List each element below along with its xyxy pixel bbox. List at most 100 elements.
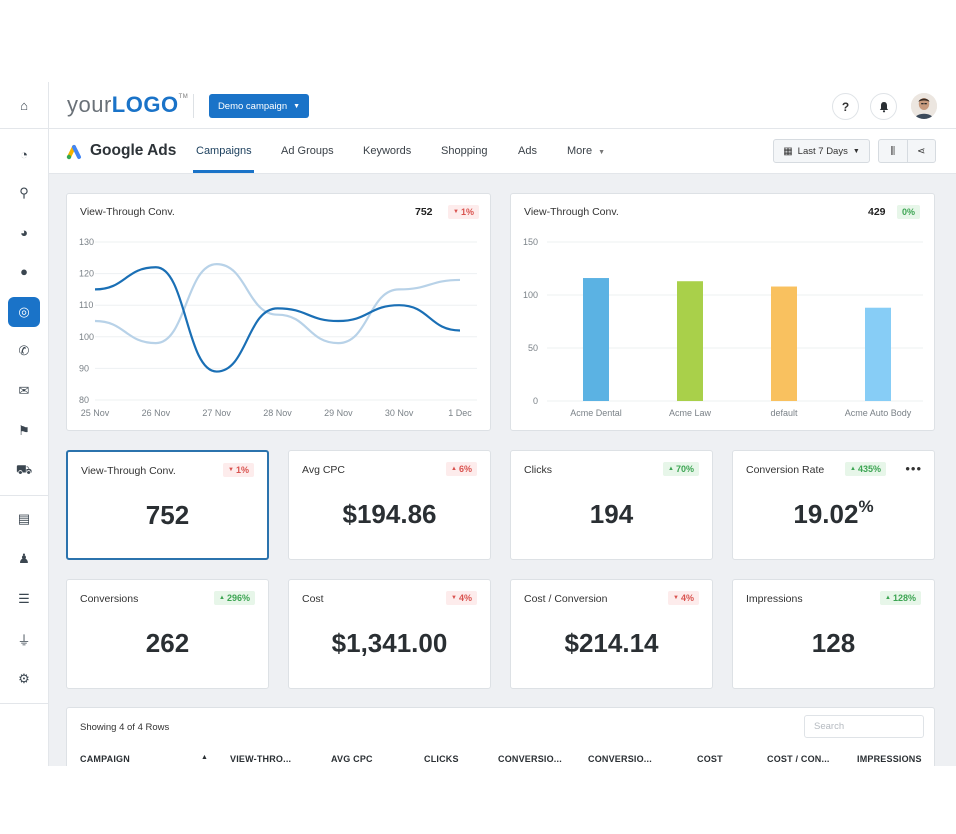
bell-icon [879, 101, 888, 112]
kpi-value: 752 [68, 500, 267, 531]
kpi-card[interactable]: Cost ▼ 4% $1,341.00 [288, 579, 491, 689]
kpi-label: Conversions [80, 593, 139, 605]
kpi-value-number: $194.86 [342, 499, 437, 529]
home-icon[interactable]: ⌂ [20, 97, 28, 113]
app-frame: ⌂ ◔ ⚲ ◕ ● ◎ ✆ ✉ ⚑ ⛟ ▤ ♟ ☰ ⏚ ⚙ yourLOGOTM Demo campaign… [0, 82, 956, 766]
kpi-change-badge: ▼ 4% [446, 591, 477, 605]
kpi-card[interactable]: Cost / Conversion ▼ 4% $214.14 [510, 579, 713, 689]
share-icon: ⋖ [917, 145, 926, 157]
line-chart-change-value: 1% [460, 207, 474, 217]
kpi-label: Impressions [746, 593, 803, 605]
caret-down-icon: ▼ [453, 209, 459, 215]
kpi-card[interactable]: Clicks ▲ 70% 194 [510, 450, 713, 560]
kpi-card[interactable]: Avg CPC ▲ 6% $194.86 [288, 450, 491, 560]
brand-logo[interactable]: yourLOGOTM [67, 92, 188, 118]
y-tick-label: 150 [523, 237, 538, 247]
mail-icon[interactable]: ✉ [18, 383, 30, 398]
more-options-icon[interactable]: ••• [905, 461, 922, 476]
y-tick-label: 90 [79, 363, 89, 373]
kpi-change-value: 4% [680, 593, 694, 603]
phone-icon[interactable]: ✆ [18, 343, 30, 358]
caret-down-icon: ▼ [673, 595, 679, 601]
tab-shopping[interactable]: Shopping [441, 145, 488, 157]
kpi-card[interactable]: Conversion Rate ▲ 435% ••• 19.02% [732, 450, 935, 560]
kpi-value-number: 752 [145, 500, 190, 530]
table-column-header[interactable]: CONVERSIO... [498, 754, 562, 764]
kpi-label: View-Through Conv. [81, 465, 176, 477]
table-search-input[interactable] [804, 715, 924, 738]
bar[interactable] [865, 307, 891, 401]
bar[interactable] [771, 286, 797, 401]
kpi-label: Clicks [524, 464, 552, 476]
kpi-card[interactable]: View-Through Conv. ▼ 1% 752 [66, 450, 269, 560]
bar[interactable] [677, 281, 703, 401]
notifications-button[interactable] [870, 93, 897, 120]
x-tick-label: 30 Nov [385, 408, 414, 418]
kpi-change-value: 296% [226, 593, 250, 603]
pie-chart-icon[interactable]: ◕ [20, 224, 28, 240]
bar-chart-title: View-Through Conv. [524, 206, 619, 218]
table-column-header[interactable]: COST / CON... [767, 754, 830, 764]
table-column-header[interactable]: CONVERSIO... [588, 754, 652, 764]
y-tick-label: 0 [533, 396, 538, 406]
table-column-header[interactable]: CLICKS [424, 754, 459, 764]
calendar-icon: ▦ [783, 145, 793, 157]
dashboard-icon[interactable]: ◔ [20, 146, 28, 162]
date-range-button[interactable]: ▦ Last 7 Days ▼ [773, 139, 870, 163]
table-column-header[interactable]: AVG CPC [331, 754, 373, 764]
kpi-value: 194 [511, 499, 712, 530]
kpi-change-value: 435% [857, 464, 881, 474]
kpi-value: 19.02% [733, 497, 934, 530]
target-icon[interactable]: ◎ [8, 297, 40, 327]
kpi-value-number: $214.14 [564, 628, 659, 658]
line-chart-change-badge: ▼ 1% [448, 205, 479, 219]
chat-icon[interactable]: ● [20, 263, 28, 279]
kpi-change-badge: ▼ 4% [668, 591, 699, 605]
campaign-select-button[interactable]: Demo campaign ▼ [209, 94, 309, 118]
tab-more[interactable]: More ▼ [567, 145, 605, 157]
table-column-header[interactable]: VIEW-THRO... [230, 754, 292, 764]
sub-navigation: Google Ads Campaigns Ad Groups Keywords … [49, 129, 956, 174]
sort-asc-icon[interactable]: ▲ [201, 754, 209, 761]
search-icon[interactable]: ⚲ [19, 185, 29, 200]
caret-down-icon: ▼ [451, 595, 457, 601]
bar[interactable] [583, 278, 609, 401]
report-icon[interactable]: ▤ [17, 511, 31, 526]
table-column-header[interactable]: COST [697, 754, 723, 764]
tab-campaigns[interactable]: Campaigns [196, 145, 252, 157]
kpi-change-value: 4% [458, 593, 472, 603]
gear-icon[interactable]: ⚙ [18, 671, 30, 686]
help-button[interactable]: ? [832, 93, 859, 120]
share-button[interactable]: ⋖ [906, 140, 936, 162]
x-tick-label: 29 Nov [324, 408, 353, 418]
tab-ads[interactable]: Ads [518, 145, 537, 157]
logo-text-bold: LOGO [111, 92, 179, 117]
kpi-change-badge: ▲ 435% [845, 462, 886, 476]
plug-icon[interactable]: ⏚ [17, 632, 31, 648]
location-icon[interactable]: ⚑ [18, 423, 30, 438]
caret-up-icon: ▲ [219, 595, 225, 601]
tab-ad-groups[interactable]: Ad Groups [281, 145, 334, 157]
y-tick-label: 130 [79, 237, 94, 247]
user-icon[interactable]: ♟ [18, 551, 30, 566]
caret-down-icon: ▼ [852, 147, 860, 155]
page-title: Google Ads [90, 142, 177, 159]
columns-settings-button[interactable]: ⫼ [879, 140, 907, 162]
tasks-icon[interactable]: ☰ [18, 591, 30, 606]
table-column-header[interactable]: IMPRESSIONS [857, 754, 922, 764]
kpi-label: Cost [302, 593, 324, 605]
kpi-label: Avg CPC [302, 464, 345, 476]
y-tick-label: 120 [79, 269, 94, 279]
x-tick-label: 25 Nov [81, 408, 110, 418]
question-icon: ? [841, 99, 850, 114]
bar-chart-total: 429 [868, 206, 886, 218]
cart-icon[interactable]: ⛟ [15, 462, 33, 477]
user-avatar[interactable] [911, 93, 937, 119]
kpi-card[interactable]: Conversions ▲ 296% 262 [66, 579, 269, 689]
rows-count: Showing 4 of 4 Rows [80, 722, 170, 733]
kpi-card[interactable]: Impressions ▲ 128% 128 [732, 579, 935, 689]
x-tick-label: 1 Dec [448, 408, 472, 418]
table-column-header[interactable]: CAMPAIGN [80, 754, 130, 764]
tab-keywords[interactable]: Keywords [363, 145, 412, 157]
logo-trademark: TM [178, 94, 189, 100]
